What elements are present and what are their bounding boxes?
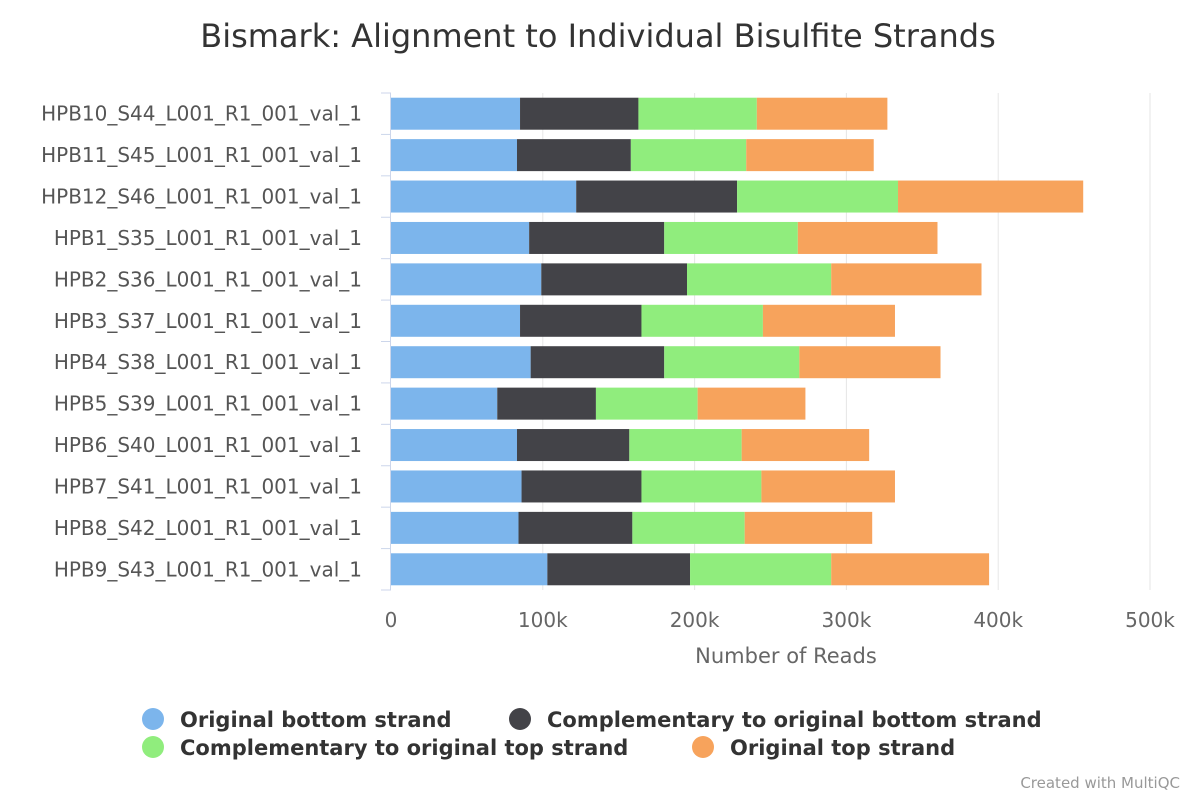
category-label: HPB4_S38_L001_R1_001_val_1 [54, 350, 362, 374]
bar-segment[interactable] [391, 346, 531, 379]
category-label: HPB12_S46_L001_R1_001_val_1 [41, 185, 362, 209]
bar-segment[interactable] [697, 387, 806, 420]
bar-segment[interactable] [530, 346, 665, 379]
bar-segment[interactable] [797, 221, 938, 254]
bar-segment[interactable] [741, 429, 870, 462]
bar-segment[interactable] [629, 429, 742, 462]
bar-segment[interactable] [529, 221, 665, 254]
bar-segment[interactable] [391, 553, 548, 586]
bar-segment[interactable] [391, 470, 522, 503]
bar-segment[interactable] [831, 553, 990, 586]
axes [381, 92, 391, 591]
category-label: HPB3_S37_L001_R1_001_val_1 [54, 309, 362, 333]
bar-segment[interactable] [756, 97, 888, 130]
category-label: HPB6_S40_L001_R1_001_val_1 [54, 433, 362, 457]
grid-lines [542, 93, 1151, 590]
legend-swatch [692, 736, 714, 758]
x-tick-label: 200k [670, 608, 720, 632]
chart-title: Bismark: Alignment to Individual Bisulfi… [200, 17, 996, 55]
bar-segment[interactable] [391, 511, 519, 544]
category-label: HPB2_S36_L001_R1_001_val_1 [54, 267, 362, 291]
legend-item[interactable]: Complementary to original top strand [142, 736, 628, 760]
bars [391, 97, 1084, 586]
x-tick-label: 100k [518, 608, 568, 632]
category-labels: HPB10_S44_L001_R1_001_val_1 HPB11_S45_L00… [41, 102, 362, 582]
legend-label: Complementary to original bottom strand [547, 708, 1042, 732]
category-label: HPB7_S41_L001_R1_001_val_1 [54, 474, 362, 498]
bar-segment[interactable] [391, 97, 521, 130]
bar-segment[interactable] [520, 97, 639, 130]
bar-segment[interactable] [737, 180, 899, 213]
bar-segment[interactable] [746, 139, 874, 172]
category-label: HPB5_S39_L001_R1_001_val_1 [54, 392, 362, 416]
bar-segment[interactable] [518, 511, 633, 544]
bar-segment[interactable] [664, 221, 798, 254]
legend-swatch [142, 736, 164, 758]
bar-segment[interactable] [541, 263, 688, 296]
category-label: HPB1_S35_L001_R1_001_val_1 [54, 226, 362, 250]
bar-segment[interactable] [391, 221, 530, 254]
category-label: HPB10_S44_L001_R1_001_val_1 [41, 102, 362, 126]
bar-segment[interactable] [690, 553, 832, 586]
x-tick-label: 300k [822, 608, 872, 632]
bar-segment[interactable] [520, 304, 642, 337]
x-tick-label: 0 [385, 608, 398, 632]
bar-segment[interactable] [391, 387, 498, 420]
bar-segment[interactable] [595, 387, 698, 420]
legend-label: Original bottom strand [180, 708, 451, 732]
bar-segment[interactable] [391, 139, 517, 172]
category-label: HPB11_S45_L001_R1_001_val_1 [41, 143, 362, 167]
bar-segment[interactable] [762, 304, 895, 337]
bar-segment[interactable] [831, 263, 982, 296]
bar-segment[interactable] [632, 511, 745, 544]
bar-segment[interactable] [497, 387, 596, 420]
bar-segment[interactable] [391, 304, 521, 337]
bar-segment[interactable] [799, 346, 941, 379]
x-tick-labels: 0 100k 200k 300k 400k 500k [385, 608, 1176, 632]
bar-segment[interactable] [391, 263, 542, 296]
bar-segment[interactable] [516, 139, 631, 172]
legend-item[interactable]: Original bottom strand [142, 708, 451, 732]
legend-label: Original top strand [730, 736, 955, 760]
bar-segment[interactable] [576, 180, 738, 213]
bar-segment[interactable] [744, 511, 873, 544]
legend[interactable]: Original bottom strand Complementary to o… [142, 708, 1042, 760]
legend-item[interactable]: Complementary to original bottom strand [509, 708, 1042, 732]
bar-segment[interactable] [391, 429, 517, 462]
bar-segment[interactable] [898, 180, 1084, 213]
bar-segment[interactable] [641, 470, 762, 503]
bar-segment[interactable] [638, 97, 757, 130]
legend-item[interactable]: Original top strand [692, 736, 955, 760]
x-tick-label: 500k [1125, 608, 1175, 632]
bar-segment[interactable] [641, 304, 763, 337]
legend-swatch [142, 708, 164, 730]
bar-segment[interactable] [630, 139, 747, 172]
x-tick-label: 400k [973, 608, 1023, 632]
bar-segment[interactable] [547, 553, 691, 586]
bar-segment[interactable] [687, 263, 832, 296]
category-label: HPB8_S42_L001_R1_001_val_1 [54, 516, 362, 540]
x-axis-title: Number of Reads [695, 644, 877, 668]
bar-segment[interactable] [391, 180, 577, 213]
bar-segment[interactable] [761, 470, 895, 503]
bar-segment[interactable] [664, 346, 800, 379]
legend-label: Complementary to original top strand [180, 736, 628, 760]
category-label: HPB9_S43_L001_R1_001_val_1 [54, 557, 362, 581]
credit-text[interactable]: Created with MultiQC [1020, 774, 1180, 792]
legend-swatch [509, 708, 531, 730]
bar-segment[interactable] [521, 470, 642, 503]
bar-segment[interactable] [516, 429, 630, 462]
